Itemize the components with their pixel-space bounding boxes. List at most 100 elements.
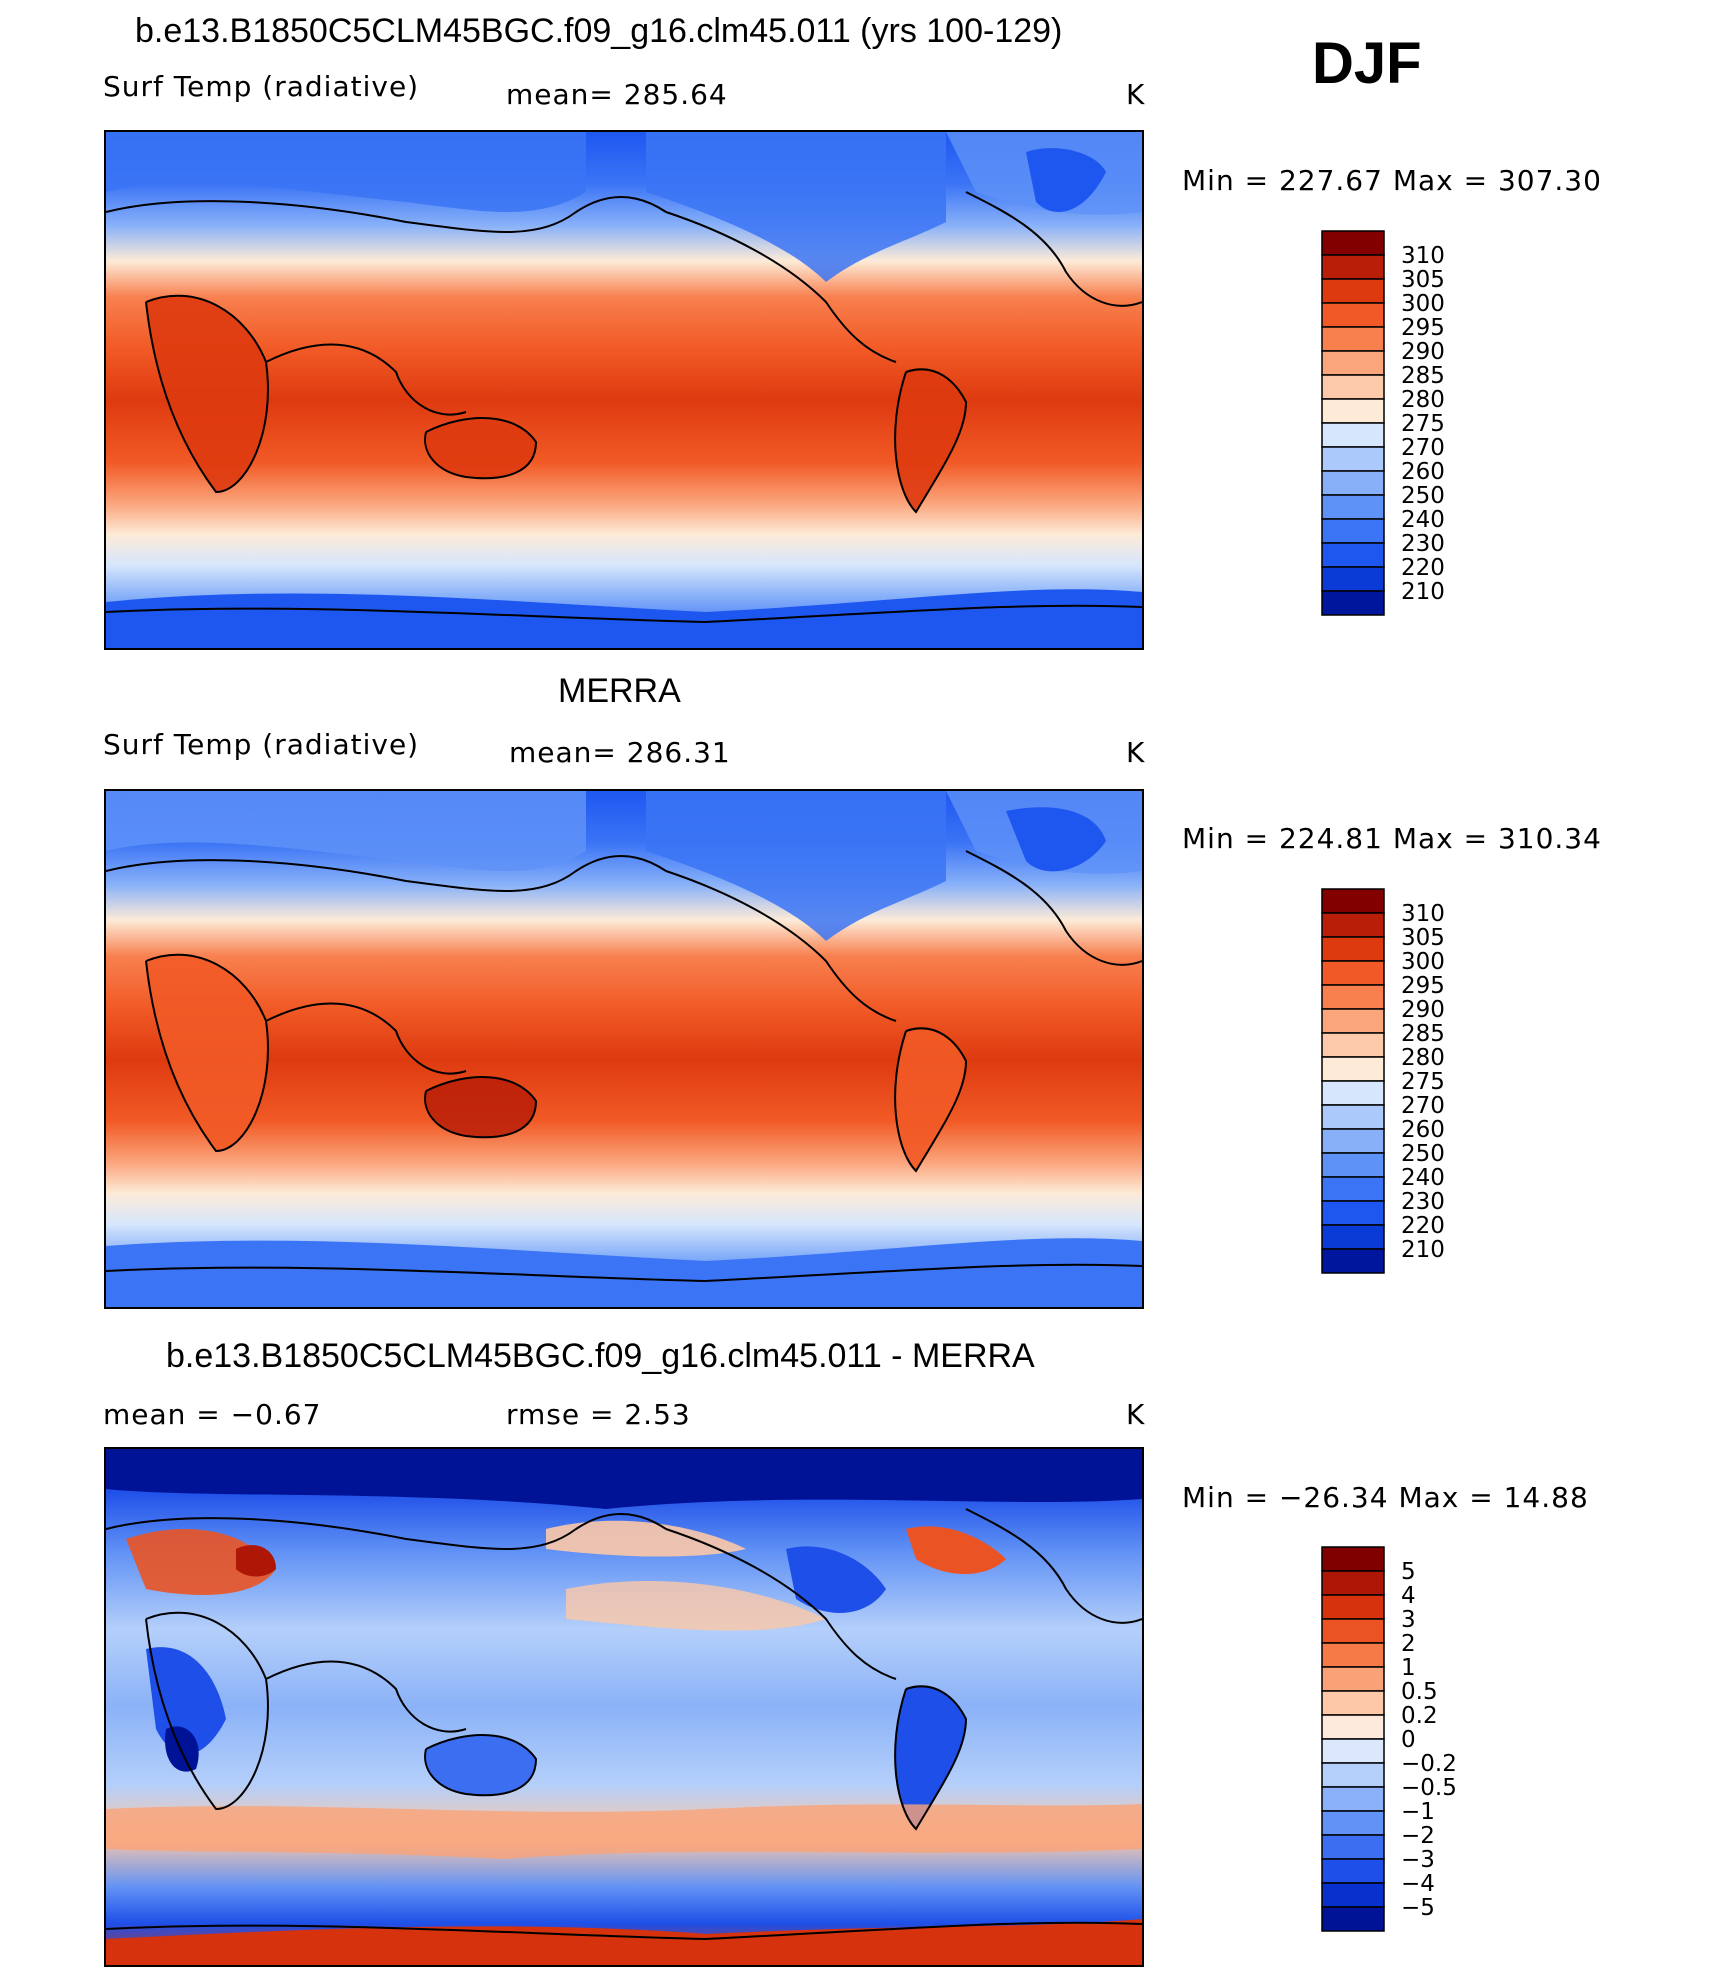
colorbar-tick-label: 5 bbox=[1401, 1559, 1416, 1585]
colorbar-tick-label: 3 bbox=[1401, 1607, 1416, 1633]
colorbar-tick-label: −2 bbox=[1401, 1823, 1435, 1849]
colorbar-tick-label: 210 bbox=[1401, 579, 1445, 605]
colorbar-tick-label: 285 bbox=[1401, 363, 1445, 389]
colorbar-tick-label: 1 bbox=[1401, 1655, 1416, 1681]
colorbar-tick-label: 240 bbox=[1401, 1165, 1445, 1191]
colorbar-box bbox=[1321, 374, 1385, 400]
obs-colorbar-svg: 3103053002952902852802752702602502402302… bbox=[1321, 888, 1445, 1274]
colorbar-tick-label: 275 bbox=[1401, 411, 1445, 437]
colorbar-tick-label: 270 bbox=[1401, 435, 1445, 461]
colorbar-tick-label: 260 bbox=[1401, 459, 1445, 485]
colorbar-tick-label: 240 bbox=[1401, 507, 1445, 533]
colorbar-tick-label: 0 bbox=[1401, 1727, 1416, 1753]
colorbar-tick-label: 275 bbox=[1401, 1069, 1445, 1095]
obs-variable-label: Surf Temp (radiative) bbox=[103, 728, 420, 761]
obs-minmax-label: Min = 224.81 Max = 310.34 bbox=[1182, 822, 1602, 855]
colorbar-box bbox=[1321, 1056, 1385, 1082]
colorbar-box bbox=[1321, 1546, 1385, 1572]
colorbar-tick-label: 0.2 bbox=[1401, 1703, 1438, 1729]
colorbar-box bbox=[1321, 1152, 1385, 1178]
colorbar-box bbox=[1321, 1176, 1385, 1202]
obs-map-canvas bbox=[106, 791, 1142, 1307]
diff-colorbar: 5 4 3 2 1 0.5 0.2 0 −0.2 −0.5 −1 −2 −3 −4 −5 bbox=[1321, 1546, 1521, 1956]
colorbar-tick-label: 290 bbox=[1401, 339, 1445, 365]
colorbar-box bbox=[1321, 566, 1385, 592]
colorbar-box bbox=[1321, 326, 1385, 352]
obs-panel-title: MERRA bbox=[558, 672, 681, 710]
model-mean-label: mean= 285.64 bbox=[506, 78, 728, 111]
colorbar-box bbox=[1321, 936, 1385, 962]
colorbar-box bbox=[1321, 912, 1385, 938]
diff-rmse-label: rmse = 2.53 bbox=[506, 1398, 691, 1431]
colorbar-tick-label: 310 bbox=[1401, 243, 1445, 269]
colorbar-tick-label: 305 bbox=[1401, 925, 1445, 951]
obs-map bbox=[104, 789, 1144, 1309]
colorbar-tick-label: 305 bbox=[1401, 267, 1445, 293]
colorbar-box bbox=[1321, 888, 1385, 914]
colorbar-tick-label: 250 bbox=[1401, 1141, 1445, 1167]
colorbar-tick-label: 260 bbox=[1401, 1117, 1445, 1143]
colorbar-tick-label: 270 bbox=[1401, 1093, 1445, 1119]
colorbar-tick-label: 220 bbox=[1401, 555, 1445, 581]
colorbar-box bbox=[1321, 1762, 1385, 1788]
colorbar-box bbox=[1321, 1570, 1385, 1596]
colorbar-box bbox=[1321, 1690, 1385, 1716]
colorbar-box bbox=[1321, 422, 1385, 448]
colorbar-tick-label: 280 bbox=[1401, 387, 1445, 413]
colorbar-box bbox=[1321, 518, 1385, 544]
colorbar-box bbox=[1321, 1200, 1385, 1226]
model-colorbar: 310 305 300 295 290 285 280 275 270 260 250 240 230 2… bbox=[1321, 230, 1521, 640]
colorbar-box bbox=[1321, 350, 1385, 376]
colorbar-tick-label: 230 bbox=[1401, 1189, 1445, 1215]
diff-minmax-label: Min = −26.34 Max = 14.88 bbox=[1182, 1481, 1589, 1514]
colorbar-box bbox=[1321, 1786, 1385, 1812]
model-units-label: K bbox=[1126, 78, 1146, 111]
model-variable-label: Surf Temp (radiative) bbox=[103, 70, 420, 103]
colorbar-tick-label: 250 bbox=[1401, 483, 1445, 509]
colorbar-box bbox=[1321, 1834, 1385, 1860]
colorbar-box bbox=[1321, 1104, 1385, 1130]
colorbar-box bbox=[1321, 1642, 1385, 1668]
colorbar-tick-label: 280 bbox=[1401, 1045, 1445, 1071]
model-panel-title: b.e13.B1850C5CLM45BGC.f09_g16.clm45.011 … bbox=[135, 12, 1063, 50]
obs-mean-label: mean= 286.31 bbox=[509, 736, 731, 769]
diff-map-canvas bbox=[106, 1449, 1142, 1965]
colorbar-box bbox=[1321, 984, 1385, 1010]
colorbar-box bbox=[1321, 470, 1385, 496]
colorbar-tick-label: 230 bbox=[1401, 531, 1445, 557]
colorbar-box bbox=[1321, 1810, 1385, 1836]
diff-units-label: K bbox=[1126, 1398, 1146, 1431]
colorbar-box bbox=[1321, 1666, 1385, 1692]
colorbar-box bbox=[1321, 960, 1385, 986]
colorbar-box bbox=[1321, 542, 1385, 568]
colorbar-box bbox=[1321, 302, 1385, 328]
colorbar-box bbox=[1321, 1224, 1385, 1250]
colorbar-tick-label: 290 bbox=[1401, 997, 1445, 1023]
model-map-canvas bbox=[106, 132, 1142, 648]
colorbar-box bbox=[1321, 398, 1385, 424]
colorbar-tick-label: 300 bbox=[1401, 949, 1445, 975]
colorbar-box bbox=[1321, 1248, 1385, 1274]
colorbar-box bbox=[1321, 494, 1385, 520]
colorbar-tick-label: 210 bbox=[1401, 1237, 1445, 1263]
colorbar-tick-label: −3 bbox=[1401, 1847, 1435, 1873]
colorbar-tick-label: 220 bbox=[1401, 1213, 1445, 1239]
colorbar-tick-label: −0.5 bbox=[1401, 1775, 1457, 1801]
colorbar-tick-label: 2 bbox=[1401, 1631, 1416, 1657]
colorbar-box bbox=[1321, 1032, 1385, 1058]
colorbar-tick-label: 295 bbox=[1401, 315, 1445, 341]
colorbar-tick-label: 295 bbox=[1401, 973, 1445, 999]
colorbar-box bbox=[1321, 278, 1385, 304]
colorbar-box bbox=[1321, 446, 1385, 472]
diff-map bbox=[104, 1447, 1144, 1967]
model-map bbox=[104, 130, 1144, 650]
colorbar-box bbox=[1321, 1008, 1385, 1034]
diff-panel-title: b.e13.B1850C5CLM45BGC.f09_g16.clm45.011 … bbox=[166, 1337, 1035, 1375]
season-label: DJF bbox=[1312, 31, 1422, 96]
colorbar-box bbox=[1321, 590, 1385, 616]
colorbar-box bbox=[1321, 1882, 1385, 1908]
colorbar-box bbox=[1321, 1906, 1385, 1932]
colorbar-tick-label: 0.5 bbox=[1401, 1679, 1438, 1705]
colorbar-box bbox=[1321, 230, 1385, 256]
